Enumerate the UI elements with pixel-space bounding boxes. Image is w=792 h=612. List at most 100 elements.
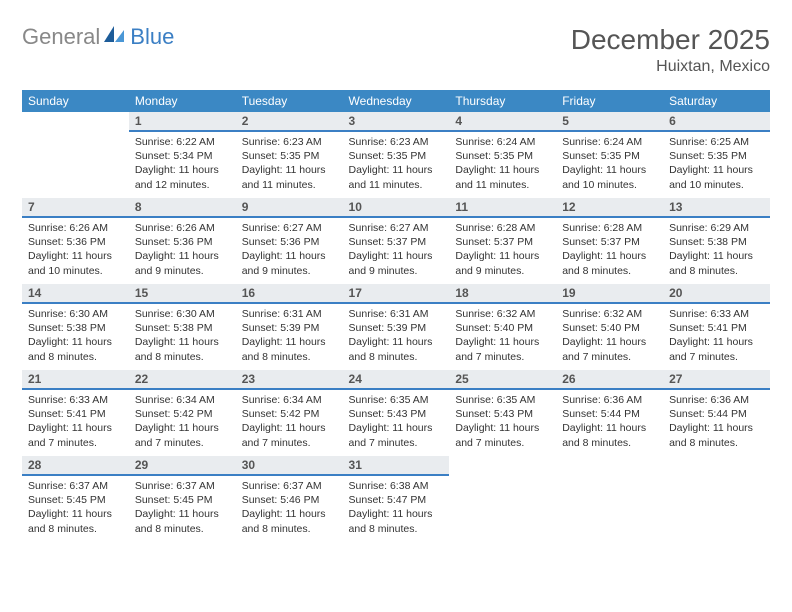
sunrise-line: Sunrise: 6:35 AM: [349, 393, 444, 407]
sunrise-line: Sunrise: 6:32 AM: [455, 307, 550, 321]
sunset-line: Sunset: 5:35 PM: [562, 149, 657, 163]
daylight-line: Daylight: 11 hours and 9 minutes.: [349, 249, 444, 277]
sail-icon: [104, 24, 126, 50]
sunrise-line: Sunrise: 6:31 AM: [242, 307, 337, 321]
daylight-line: Daylight: 11 hours and 7 minutes.: [455, 421, 550, 449]
sunset-line: Sunset: 5:41 PM: [28, 407, 123, 421]
sunset-line: Sunset: 5:36 PM: [28, 235, 123, 249]
brand-text-general: General: [22, 24, 100, 50]
day-body: Sunrise: 6:24 AMSunset: 5:35 PMDaylight:…: [556, 132, 663, 198]
daylight-line: Daylight: 11 hours and 9 minutes.: [135, 249, 230, 277]
day-body: Sunrise: 6:24 AMSunset: 5:35 PMDaylight:…: [449, 132, 556, 198]
sunrise-line: Sunrise: 6:32 AM: [562, 307, 657, 321]
calendar-day: 1Sunrise: 6:22 AMSunset: 5:34 PMDaylight…: [129, 112, 236, 198]
dow-header: Tuesday: [236, 90, 343, 112]
calendar-day: 23Sunrise: 6:34 AMSunset: 5:42 PMDayligh…: [236, 370, 343, 456]
calendar-day: 29Sunrise: 6:37 AMSunset: 5:45 PMDayligh…: [129, 456, 236, 542]
sunset-line: Sunset: 5:37 PM: [562, 235, 657, 249]
sunrise-line: Sunrise: 6:26 AM: [28, 221, 123, 235]
sunset-line: Sunset: 5:40 PM: [562, 321, 657, 335]
day-body: Sunrise: 6:37 AMSunset: 5:45 PMDaylight:…: [129, 476, 236, 542]
daylight-line: Daylight: 11 hours and 7 minutes.: [455, 335, 550, 363]
calendar-day-empty: [22, 112, 129, 198]
day-body: Sunrise: 6:25 AMSunset: 5:35 PMDaylight:…: [663, 132, 770, 198]
calendar-day: 16Sunrise: 6:31 AMSunset: 5:39 PMDayligh…: [236, 284, 343, 370]
sunrise-line: Sunrise: 6:30 AM: [135, 307, 230, 321]
calendar-day: 10Sunrise: 6:27 AMSunset: 5:37 PMDayligh…: [343, 198, 450, 284]
sunrise-line: Sunrise: 6:24 AM: [562, 135, 657, 149]
sunset-line: Sunset: 5:36 PM: [135, 235, 230, 249]
calendar-day: 18Sunrise: 6:32 AMSunset: 5:40 PMDayligh…: [449, 284, 556, 370]
sunset-line: Sunset: 5:37 PM: [455, 235, 550, 249]
day-body: Sunrise: 6:37 AMSunset: 5:46 PMDaylight:…: [236, 476, 343, 542]
day-body: Sunrise: 6:32 AMSunset: 5:40 PMDaylight:…: [556, 304, 663, 370]
day-number: 24: [343, 370, 450, 390]
day-body: Sunrise: 6:35 AMSunset: 5:43 PMDaylight:…: [449, 390, 556, 456]
calendar-week: 14Sunrise: 6:30 AMSunset: 5:38 PMDayligh…: [22, 284, 770, 370]
day-number: 3: [343, 112, 450, 132]
day-body: Sunrise: 6:22 AMSunset: 5:34 PMDaylight:…: [129, 132, 236, 198]
dow-header: Saturday: [663, 90, 770, 112]
daylight-line: Daylight: 11 hours and 9 minutes.: [455, 249, 550, 277]
calendar-day: 14Sunrise: 6:30 AMSunset: 5:38 PMDayligh…: [22, 284, 129, 370]
day-number: 31: [343, 456, 450, 476]
calendar-day: 22Sunrise: 6:34 AMSunset: 5:42 PMDayligh…: [129, 370, 236, 456]
calendar-body: 1Sunrise: 6:22 AMSunset: 5:34 PMDaylight…: [22, 112, 770, 542]
sunset-line: Sunset: 5:43 PM: [349, 407, 444, 421]
day-number: 10: [343, 198, 450, 218]
day-body: Sunrise: 6:29 AMSunset: 5:38 PMDaylight:…: [663, 218, 770, 284]
sunrise-line: Sunrise: 6:36 AM: [562, 393, 657, 407]
calendar-head: SundayMondayTuesdayWednesdayThursdayFrid…: [22, 90, 770, 112]
day-number: 8: [129, 198, 236, 218]
sunset-line: Sunset: 5:38 PM: [669, 235, 764, 249]
sunrise-line: Sunrise: 6:34 AM: [242, 393, 337, 407]
daylight-line: Daylight: 11 hours and 8 minutes.: [135, 335, 230, 363]
sunset-line: Sunset: 5:39 PM: [349, 321, 444, 335]
daylight-line: Daylight: 11 hours and 7 minutes.: [669, 335, 764, 363]
sunset-line: Sunset: 5:42 PM: [135, 407, 230, 421]
sunrise-line: Sunrise: 6:31 AM: [349, 307, 444, 321]
sunrise-line: Sunrise: 6:37 AM: [242, 479, 337, 493]
day-body: Sunrise: 6:30 AMSunset: 5:38 PMDaylight:…: [129, 304, 236, 370]
day-body: Sunrise: 6:36 AMSunset: 5:44 PMDaylight:…: [663, 390, 770, 456]
day-body: Sunrise: 6:23 AMSunset: 5:35 PMDaylight:…: [343, 132, 450, 198]
daylight-line: Daylight: 11 hours and 9 minutes.: [242, 249, 337, 277]
daylight-line: Daylight: 11 hours and 8 minutes.: [669, 249, 764, 277]
day-number: 17: [343, 284, 450, 304]
day-number: 9: [236, 198, 343, 218]
calendar-week: 1Sunrise: 6:22 AMSunset: 5:34 PMDaylight…: [22, 112, 770, 198]
daylight-line: Daylight: 11 hours and 10 minutes.: [562, 163, 657, 191]
day-number: 12: [556, 198, 663, 218]
calendar-day-empty: [556, 456, 663, 542]
calendar-day: 2Sunrise: 6:23 AMSunset: 5:35 PMDaylight…: [236, 112, 343, 198]
daylight-line: Daylight: 11 hours and 11 minutes.: [455, 163, 550, 191]
calendar-day: 13Sunrise: 6:29 AMSunset: 5:38 PMDayligh…: [663, 198, 770, 284]
daylight-line: Daylight: 11 hours and 7 minutes.: [349, 421, 444, 449]
day-body: Sunrise: 6:33 AMSunset: 5:41 PMDaylight:…: [22, 390, 129, 456]
calendar-day: 25Sunrise: 6:35 AMSunset: 5:43 PMDayligh…: [449, 370, 556, 456]
sunset-line: Sunset: 5:35 PM: [669, 149, 764, 163]
sunrise-line: Sunrise: 6:28 AM: [562, 221, 657, 235]
sunset-line: Sunset: 5:42 PM: [242, 407, 337, 421]
dow-header: Friday: [556, 90, 663, 112]
day-number: 27: [663, 370, 770, 390]
sunrise-line: Sunrise: 6:30 AM: [28, 307, 123, 321]
calendar-day: 7Sunrise: 6:26 AMSunset: 5:36 PMDaylight…: [22, 198, 129, 284]
day-body: Sunrise: 6:23 AMSunset: 5:35 PMDaylight:…: [236, 132, 343, 198]
day-number: 19: [556, 284, 663, 304]
calendar-day: 17Sunrise: 6:31 AMSunset: 5:39 PMDayligh…: [343, 284, 450, 370]
sunrise-line: Sunrise: 6:23 AM: [242, 135, 337, 149]
day-number: 1: [129, 112, 236, 132]
sunrise-line: Sunrise: 6:33 AM: [669, 307, 764, 321]
calendar-day: 28Sunrise: 6:37 AMSunset: 5:45 PMDayligh…: [22, 456, 129, 542]
calendar-day-empty: [663, 456, 770, 542]
daylight-line: Daylight: 11 hours and 8 minutes.: [669, 421, 764, 449]
sunset-line: Sunset: 5:44 PM: [669, 407, 764, 421]
day-body: Sunrise: 6:30 AMSunset: 5:38 PMDaylight:…: [22, 304, 129, 370]
day-number: 6: [663, 112, 770, 132]
sunrise-line: Sunrise: 6:24 AM: [455, 135, 550, 149]
day-body: Sunrise: 6:27 AMSunset: 5:37 PMDaylight:…: [343, 218, 450, 284]
daylight-line: Daylight: 11 hours and 8 minutes.: [135, 507, 230, 535]
calendar-week: 21Sunrise: 6:33 AMSunset: 5:41 PMDayligh…: [22, 370, 770, 456]
day-number: 18: [449, 284, 556, 304]
